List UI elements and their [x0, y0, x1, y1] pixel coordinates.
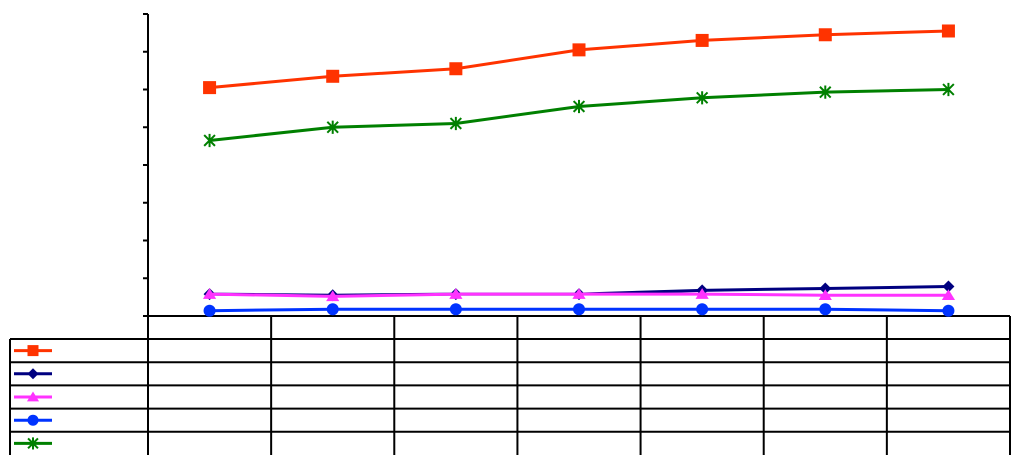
data-point	[819, 303, 832, 316]
data-point	[572, 43, 586, 57]
data-point	[941, 289, 956, 301]
data-point	[326, 303, 339, 316]
data-point	[326, 290, 340, 302]
data-point	[941, 24, 955, 38]
data-point	[449, 116, 462, 131]
data-point	[572, 288, 586, 299]
data-point	[819, 282, 832, 295]
data-point	[573, 303, 585, 316]
data-point	[449, 288, 463, 299]
data-point	[942, 280, 955, 293]
data-point	[818, 28, 832, 42]
data-point	[942, 82, 955, 97]
series-line	[209, 88, 949, 142]
data-point	[203, 133, 216, 148]
data-point	[326, 69, 340, 83]
data-point	[696, 303, 709, 316]
data-point	[202, 288, 217, 299]
data-point	[696, 91, 709, 105]
data-point	[818, 289, 832, 301]
data-point	[449, 303, 462, 316]
legend-key-marker	[27, 368, 39, 380]
data-point	[695, 33, 709, 47]
data-point	[326, 120, 339, 134]
legend-key-marker	[27, 437, 39, 450]
legend-key-marker	[26, 391, 40, 402]
data-point	[695, 288, 709, 299]
data-point	[203, 81, 217, 95]
legend-key-marker	[27, 414, 39, 426]
data-point	[819, 85, 832, 99]
data-point	[449, 62, 463, 76]
data-point	[203, 304, 216, 317]
series-line	[209, 29, 949, 90]
data-point	[942, 304, 955, 317]
data-point	[572, 99, 586, 114]
legend-key-marker	[27, 345, 39, 357]
